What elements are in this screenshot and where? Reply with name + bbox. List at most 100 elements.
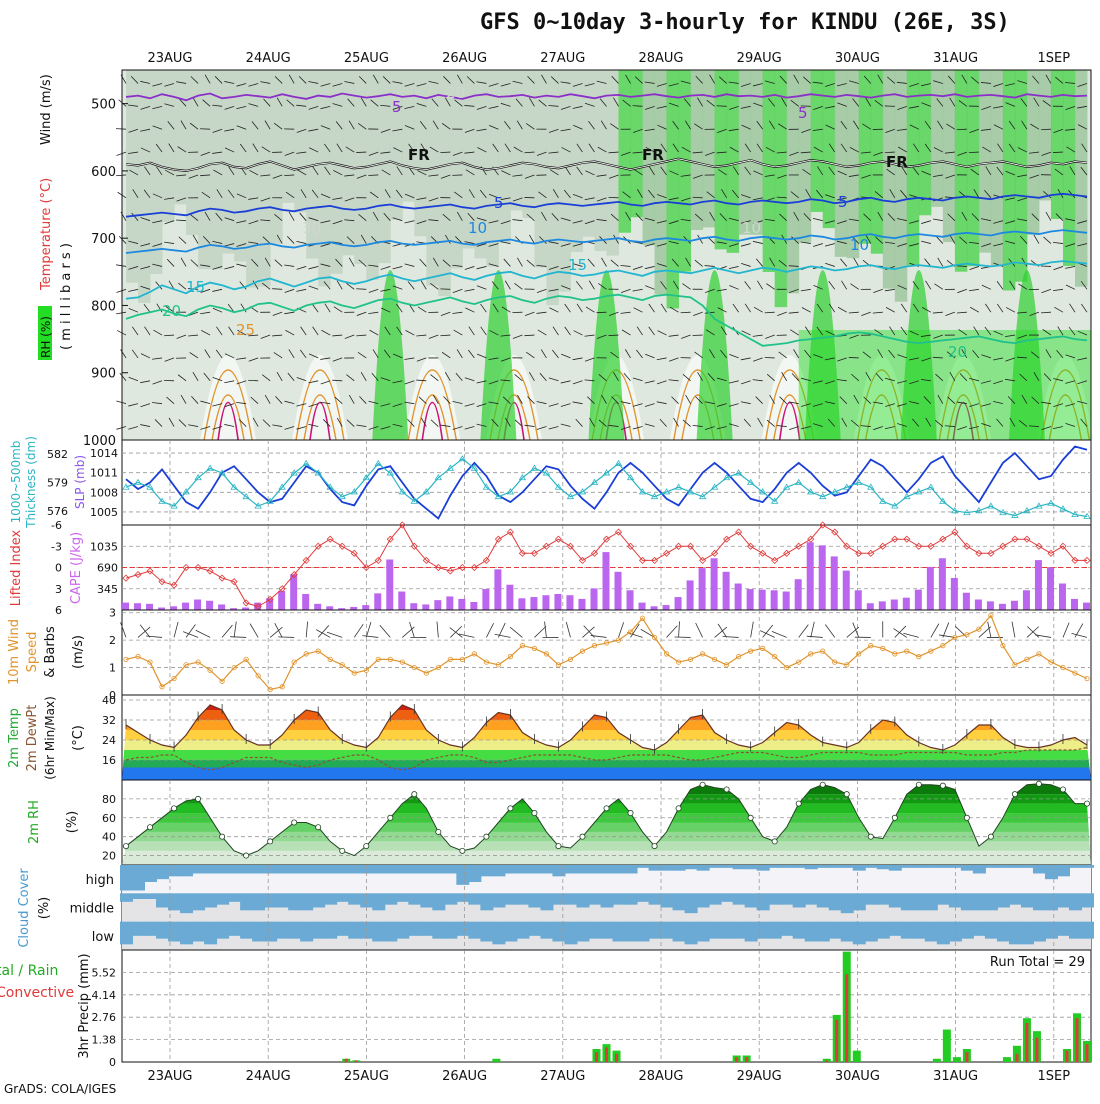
- panel-ylabel: Lifted Index: [9, 529, 24, 606]
- precip-tick-label: 1.38: [92, 1034, 117, 1047]
- cloud-cell-low: [709, 922, 722, 939]
- precip-tick-label: 0: [109, 1056, 116, 1069]
- cape-bar: [951, 578, 958, 610]
- rh-band: [210, 70, 223, 269]
- cloud-cell-middle: [721, 893, 734, 902]
- cloud-cell-low: [348, 922, 361, 939]
- contour-label: FR: [642, 146, 664, 164]
- cloud-cell-high: [132, 865, 145, 891]
- rh-band: [402, 70, 415, 202]
- rh-label: RH (%): [39, 316, 53, 358]
- cloud-cell-low: [793, 922, 806, 939]
- cloud-row-label: low: [92, 930, 115, 945]
- cloud-cell-low: [1057, 922, 1070, 936]
- temp-tick-label: 32: [102, 714, 116, 727]
- contour-label: 5: [798, 104, 808, 122]
- cloud-cell-high: [901, 865, 914, 868]
- panel-ylabel-line: Lifted Index: [9, 529, 24, 606]
- contour-label: 15: [568, 256, 587, 274]
- date-label-top: 27AUG: [540, 51, 585, 66]
- contour-label: 20: [446, 84, 465, 102]
- precip-convective-bar: [1065, 1051, 1068, 1062]
- cape-bar: [302, 594, 309, 610]
- rh-marker: [532, 810, 537, 815]
- cape-bar: [903, 598, 910, 610]
- cloud-cell-middle: [877, 893, 890, 904]
- grads-credit: GrADS: COLA/IGES: [4, 1082, 116, 1096]
- rh-marker: [652, 844, 657, 849]
- cloud-cell-high: [817, 865, 830, 868]
- precip-convective-bar: [745, 1057, 748, 1062]
- cloud-cell-middle: [925, 893, 938, 910]
- cloud-cell-low: [120, 922, 133, 945]
- cloud-cell-middle: [709, 893, 722, 904]
- cloud-cell-middle: [408, 893, 421, 904]
- contour-label: 20: [948, 343, 967, 361]
- cape-bar: [675, 597, 682, 610]
- cloud-cell-middle: [588, 893, 601, 904]
- cloud-cell-high: [216, 865, 229, 874]
- rh-marker: [171, 806, 176, 811]
- cloud-cell-middle: [384, 893, 397, 904]
- cloud-cell-high: [853, 865, 866, 871]
- cloud-cell-middle: [288, 893, 301, 910]
- cape-bar: [314, 604, 321, 610]
- cloud-cell-low: [228, 922, 241, 936]
- rh-band: [294, 70, 307, 212]
- saturated-layer: [799, 330, 1091, 440]
- cloud-cell-middle: [444, 893, 457, 904]
- cloud-cell-low: [649, 922, 662, 939]
- cape-bar: [386, 559, 393, 610]
- cape-bar: [518, 598, 525, 610]
- cloud-cell-high: [144, 865, 157, 882]
- panel-ylabel: (%): [65, 811, 80, 834]
- cloud-cell-middle: [865, 893, 878, 904]
- cloud-cell-middle: [552, 893, 565, 904]
- cloud-cell-middle: [576, 893, 589, 907]
- precip-total-bar: [943, 1030, 951, 1062]
- cloud-cell-high: [492, 865, 505, 876]
- rh-marker: [220, 834, 225, 839]
- cape-bar: [855, 590, 862, 610]
- rh-band: [751, 70, 764, 235]
- cloud-cell-low: [901, 922, 914, 939]
- cloud-cell-low: [829, 922, 842, 939]
- cloud-cell-low: [1033, 922, 1046, 942]
- rh-marker: [772, 839, 777, 844]
- cloud-cell-middle: [480, 893, 493, 910]
- contour-label: FR: [408, 146, 430, 164]
- panel-ylabel: Speed: [25, 632, 40, 673]
- date-label-top: 24AUG: [246, 51, 291, 66]
- date-label-top: 29AUG: [737, 51, 782, 66]
- cape-bar: [627, 590, 634, 610]
- date-label-top: 30AUG: [835, 51, 880, 66]
- cape-bar: [699, 568, 706, 610]
- precip-convective-bar: [825, 1060, 828, 1062]
- rh-marker: [268, 839, 273, 844]
- precip-convective-bar: [1035, 1038, 1038, 1062]
- cloud-cell-high: [444, 865, 457, 874]
- cloud-cell-middle: [312, 893, 325, 907]
- rh-band: [955, 70, 968, 272]
- precip-convective-bar: [1075, 1018, 1078, 1062]
- cloud-cell-middle: [348, 893, 361, 904]
- contour-label: 5: [838, 193, 848, 211]
- cloud-cell-high: [1069, 865, 1082, 868]
- cape-tick-label: 1035: [90, 540, 118, 553]
- cloud-cell-low: [961, 922, 974, 939]
- panel-ylabel-line: CAPE (J/kg): [69, 532, 84, 604]
- cloud-cell-high: [1045, 865, 1058, 879]
- rh-band: [1075, 70, 1088, 287]
- cloud-cell-middle: [613, 893, 626, 904]
- date-label-top: 23AUG: [147, 51, 192, 66]
- cloud-cell-low: [576, 922, 589, 942]
- cape-bar: [771, 590, 778, 610]
- cape-bar: [374, 593, 381, 610]
- li-tick-label: 3: [55, 583, 62, 596]
- cloud-cell-middle: [637, 893, 650, 902]
- rh-marker: [508, 806, 513, 811]
- cloud-cell-low: [937, 922, 950, 945]
- temp-tick-label: 40: [102, 694, 116, 707]
- cloud-cell-low: [805, 922, 818, 942]
- rh-band: [979, 70, 992, 253]
